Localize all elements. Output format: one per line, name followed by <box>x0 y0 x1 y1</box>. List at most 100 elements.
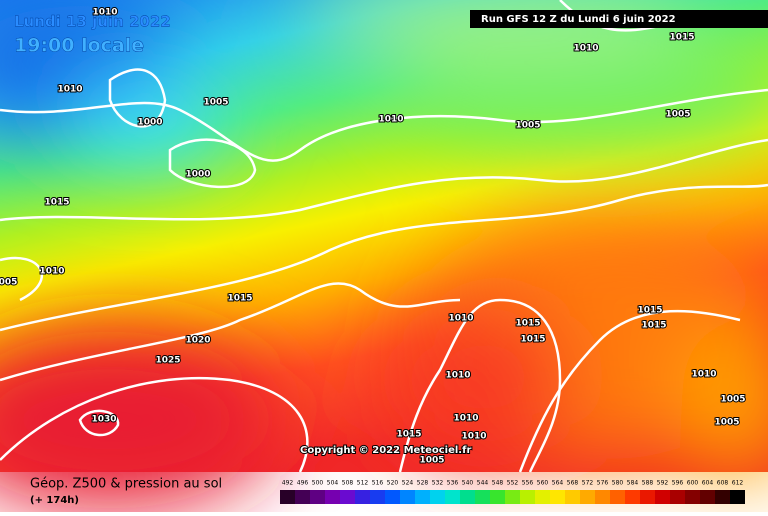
scale-swatch <box>295 490 310 504</box>
scale-swatch <box>610 490 625 504</box>
isobar-label: 1020 <box>185 336 210 346</box>
isobar-label: 1010 <box>461 432 486 442</box>
scale-swatch <box>280 490 295 504</box>
map-date: Lundi 13 juin 2022 <box>14 13 171 31</box>
isobar-label: 1005 <box>714 418 739 428</box>
isobar-label: 1015 <box>515 319 540 329</box>
isobar-label: 1030 <box>91 415 116 425</box>
isobar-label: 1010 <box>39 267 64 277</box>
scale-label: 564 <box>552 480 564 487</box>
scale-swatch <box>550 490 565 504</box>
scale-label: 604 <box>702 480 714 487</box>
scale-swatch <box>670 490 685 504</box>
scale-label: 528 <box>417 480 429 487</box>
map-time: 19:00 locale <box>14 35 144 57</box>
scale-label: 492 <box>282 480 294 487</box>
scale-label: 524 <box>402 480 414 487</box>
scale-swatch <box>490 490 505 504</box>
footer-lead: (+ 174h) <box>30 495 79 506</box>
scale-swatch <box>715 490 730 504</box>
copyright: Copyright © 2022 Meteociel.fr <box>300 445 471 456</box>
isobar-label: 1010 <box>453 414 478 424</box>
isobar-label: 1010 <box>445 371 470 381</box>
isobar-label: 1000 <box>137 118 162 128</box>
isobar-labels: 1010 1015 1010 1010 1005 1000 1010 1005 1005 1000… <box>0 7 747 467</box>
scale-label: 544 <box>477 480 489 487</box>
scale-swatch <box>415 490 430 504</box>
scale-label: 608 <box>717 480 729 487</box>
scale-label: 572 <box>582 480 594 487</box>
scale-label: 588 <box>642 480 654 487</box>
scale-swatch <box>355 490 370 504</box>
isobar-label: 005 <box>0 278 17 288</box>
isobar-label: 1015 <box>669 33 694 43</box>
scale-label: 600 <box>687 480 699 487</box>
scale-label: 576 <box>597 480 609 487</box>
isobar-label: 1005 <box>720 395 745 405</box>
footer-title: Géop. Z500 & pression au sol <box>30 477 222 492</box>
scale-swatch <box>730 490 745 504</box>
scale-label: 556 <box>522 480 534 487</box>
scale-label: 508 <box>342 480 354 487</box>
scale-label: 568 <box>567 480 579 487</box>
isobar-label: 1015 <box>396 430 421 440</box>
scale-label: 580 <box>612 480 624 487</box>
scale-label: 552 <box>507 480 519 487</box>
scale-swatch <box>385 490 400 504</box>
scale-label: 592 <box>657 480 669 487</box>
scale-swatch <box>625 490 640 504</box>
scale-swatch <box>475 490 490 504</box>
scale-swatch <box>535 490 550 504</box>
scale-swatch <box>640 490 655 504</box>
scale-swatch <box>505 490 520 504</box>
scale-swatch <box>580 490 595 504</box>
scale-label: 500 <box>312 480 324 487</box>
scale-label: 532 <box>432 480 444 487</box>
scale-label: 584 <box>627 480 639 487</box>
scale-label: 520 <box>387 480 399 487</box>
scale-label: 596 <box>672 480 684 487</box>
isobar-label: 1025 <box>155 356 180 366</box>
isobar-label: 1010 <box>691 370 716 380</box>
scale-swatch <box>325 490 340 504</box>
isobar-label: 1010 <box>92 8 117 18</box>
scale-label: 536 <box>447 480 459 487</box>
run-banner <box>470 10 768 28</box>
scale-label: 512 <box>357 480 369 487</box>
scale-label: 540 <box>462 480 474 487</box>
scale-swatch <box>430 490 445 504</box>
isobar-label: 1015 <box>227 294 252 304</box>
isobar-label: 1010 <box>57 85 82 95</box>
scale-label: 504 <box>327 480 339 487</box>
isobar-label: 1005 <box>515 121 540 131</box>
isobar-label: 1000 <box>185 170 210 180</box>
isobar-label: 1010 <box>378 115 403 125</box>
scale-swatch <box>700 490 715 504</box>
isobar-label: 1005 <box>203 98 228 108</box>
scale-swatch <box>595 490 610 504</box>
scale-swatch <box>520 490 535 504</box>
isobar-label: 1015 <box>637 306 662 316</box>
scale-swatch <box>370 490 385 504</box>
scale-label: 516 <box>372 480 384 487</box>
scale-swatch <box>400 490 415 504</box>
isobar-label: 1005 <box>665 110 690 120</box>
scale-swatch <box>655 490 670 504</box>
isobar-label: 1005 <box>419 456 444 466</box>
scale-label: 496 <box>297 480 309 487</box>
scale-swatch <box>310 490 325 504</box>
color-scale: 492 496 500 504 508 512 516 520 524 528 532 536 540 5… <box>280 480 745 504</box>
scale-label: 548 <box>492 480 504 487</box>
isobar-label: 1010 <box>573 44 598 54</box>
scale-swatch <box>685 490 700 504</box>
run-info: Run GFS 12 Z du Lundi 6 juin 2022 <box>481 14 676 25</box>
scale-label: 612 <box>732 480 744 487</box>
scale-swatch <box>565 490 580 504</box>
isobar-label: 1015 <box>520 335 545 345</box>
isobar-label: 1015 <box>641 321 666 331</box>
isobar-label: 1015 <box>44 198 69 208</box>
scale-swatch <box>445 490 460 504</box>
scale-swatch <box>460 490 475 504</box>
